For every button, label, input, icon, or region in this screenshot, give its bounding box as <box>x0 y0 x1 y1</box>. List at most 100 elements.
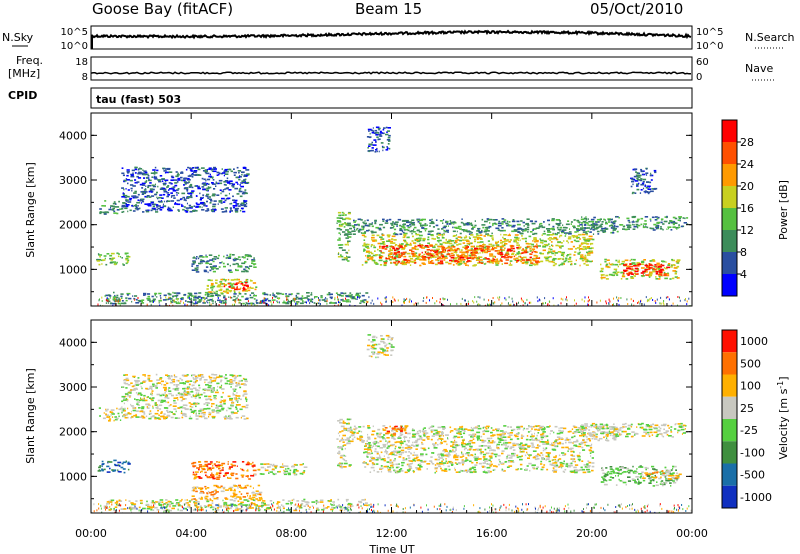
scatter-cell <box>363 243 366 245</box>
colorbar-swatch <box>722 274 737 296</box>
near-range-cell <box>337 304 339 306</box>
scatter-cell <box>462 255 466 257</box>
noise-right-tick-top: 10^5 <box>696 27 723 38</box>
scatter-cell <box>154 292 156 295</box>
near-range-cell <box>152 300 153 303</box>
scatter-cell <box>137 177 142 179</box>
scatter-cell <box>229 381 233 383</box>
scatter-cell <box>244 485 247 487</box>
scatter-cell <box>240 487 245 489</box>
scatter-cell <box>229 207 232 209</box>
scatter-cell <box>170 192 173 194</box>
scatter-cell <box>456 247 459 250</box>
scatter-cell <box>550 248 553 251</box>
scatter-cell <box>435 253 439 256</box>
scatter-cell <box>293 473 296 475</box>
scatter-cell <box>187 179 191 181</box>
scatter-cell <box>352 233 356 235</box>
scatter-cell <box>546 234 550 236</box>
scatter-cell <box>225 498 229 500</box>
scatter-cell <box>303 470 306 472</box>
scatter-cell <box>213 490 216 492</box>
scatter-cell <box>216 182 220 185</box>
scatter-cell <box>211 283 214 286</box>
scatter-cell <box>207 381 212 384</box>
scatter-cell <box>360 505 362 507</box>
near-range-cell <box>426 296 428 299</box>
scatter-cell <box>243 418 247 420</box>
scatter-cell <box>587 224 589 226</box>
scatter-cell <box>220 399 222 402</box>
scatter-cell <box>341 295 344 297</box>
scatter-cell <box>624 259 629 262</box>
scatter-cell <box>509 233 510 236</box>
scatter-cell <box>225 170 229 173</box>
scatter-cell <box>233 390 236 392</box>
scatter-cell <box>200 259 203 261</box>
scatter-cell <box>338 301 341 304</box>
scatter-cell <box>154 292 158 295</box>
scatter-cell <box>367 258 370 261</box>
scatter-cell <box>682 217 685 219</box>
scatter-cell <box>496 252 499 254</box>
scatter-cell <box>372 144 377 146</box>
scatter-cell <box>403 239 405 242</box>
scatter-cell <box>501 221 506 223</box>
scatter-cell <box>203 269 207 272</box>
scatter-cell <box>483 235 486 237</box>
near-range-cell <box>542 302 544 305</box>
scatter-cell <box>444 257 448 259</box>
scatter-cell <box>465 236 468 238</box>
scatter-cell <box>154 416 157 419</box>
scatter-cell <box>476 230 479 232</box>
scatter-cell <box>613 271 615 273</box>
scatter-cell <box>225 257 228 259</box>
scatter-cell <box>525 228 530 231</box>
scatter-cell <box>177 192 180 194</box>
scatter-cell <box>154 166 157 169</box>
scatter-cell <box>122 194 125 197</box>
scatter-cell <box>178 393 181 396</box>
scatter-cell <box>218 179 223 182</box>
scatter-cell <box>159 209 163 211</box>
scatter-cell <box>623 264 627 266</box>
scatter-cell <box>648 274 652 277</box>
scatter-cell <box>242 191 246 194</box>
scatter-cell <box>569 228 571 230</box>
scatter-cell <box>655 278 658 280</box>
scatter-cell <box>276 292 280 294</box>
scatter-cell <box>627 228 630 230</box>
scatter-cell <box>251 260 256 262</box>
scatter-cell <box>637 269 640 271</box>
scatter-cell <box>601 277 603 280</box>
near-range-cell <box>118 298 120 301</box>
scatter-cell <box>382 128 385 131</box>
scatter-cell <box>206 467 208 469</box>
scatter-cell <box>221 261 223 263</box>
scatter-cell <box>620 271 624 274</box>
near-range-cell <box>234 299 236 302</box>
scatter-cell <box>233 201 237 204</box>
scatter-cell <box>246 302 251 305</box>
scatter-cell <box>109 410 112 413</box>
scatter-cell <box>121 206 124 208</box>
scatter-cell <box>155 183 156 186</box>
scatter-cell <box>204 463 207 466</box>
scatter-cell <box>122 210 125 213</box>
scatter-cell <box>243 284 247 287</box>
scatter-cell <box>584 258 587 261</box>
near-range-cell <box>686 303 688 306</box>
scatter-cell <box>181 203 183 206</box>
scatter-cell <box>151 184 155 187</box>
scatter-cell <box>215 473 218 476</box>
near-range-cell <box>255 300 257 303</box>
scatter-cell <box>234 488 236 491</box>
scatter-cell <box>150 195 155 197</box>
scatter-cell <box>152 208 154 211</box>
scatter-cell <box>470 252 473 254</box>
scatter-cell <box>183 206 186 208</box>
scatter-cell <box>479 248 483 251</box>
scatter-cell <box>451 245 455 248</box>
scatter-cell <box>97 253 100 255</box>
scatter-cell <box>378 254 381 256</box>
